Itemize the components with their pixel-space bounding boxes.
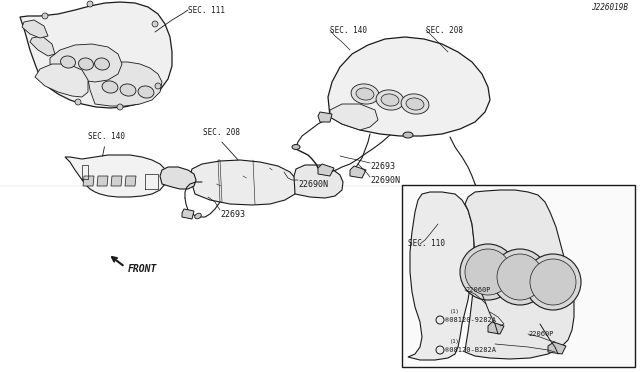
- Polygon shape: [328, 37, 490, 136]
- Circle shape: [525, 254, 581, 310]
- Polygon shape: [488, 322, 504, 334]
- Polygon shape: [83, 176, 94, 186]
- Polygon shape: [111, 176, 122, 186]
- Text: SEC. 111: SEC. 111: [188, 6, 225, 15]
- Polygon shape: [160, 167, 196, 189]
- Circle shape: [117, 104, 123, 110]
- Polygon shape: [35, 64, 88, 97]
- Polygon shape: [294, 165, 343, 198]
- Polygon shape: [548, 342, 566, 354]
- Text: SEC. 110: SEC. 110: [408, 240, 445, 248]
- Text: ®08120-B282A: ®08120-B282A: [445, 347, 496, 353]
- Circle shape: [497, 254, 543, 300]
- Polygon shape: [97, 176, 108, 186]
- Bar: [402, 185, 635, 367]
- Ellipse shape: [195, 213, 201, 219]
- Text: 22693: 22693: [220, 209, 245, 218]
- Ellipse shape: [79, 58, 93, 70]
- Ellipse shape: [381, 94, 399, 106]
- Text: FRONT: FRONT: [128, 264, 157, 274]
- Polygon shape: [30, 36, 55, 56]
- Ellipse shape: [120, 84, 136, 96]
- Ellipse shape: [401, 94, 429, 114]
- Text: J226019B: J226019B: [591, 3, 628, 12]
- Text: (1): (1): [450, 310, 460, 314]
- Circle shape: [492, 249, 548, 305]
- Ellipse shape: [376, 90, 404, 110]
- Text: (1): (1): [450, 340, 460, 344]
- Ellipse shape: [95, 58, 109, 70]
- Text: 22690N: 22690N: [370, 176, 400, 185]
- Polygon shape: [190, 160, 298, 205]
- Polygon shape: [318, 164, 334, 176]
- Text: 22060P: 22060P: [528, 331, 554, 337]
- Ellipse shape: [138, 86, 154, 98]
- Text: ®08120-9282A: ®08120-9282A: [445, 317, 496, 323]
- Circle shape: [530, 259, 576, 305]
- Ellipse shape: [292, 144, 300, 150]
- Text: 22060P: 22060P: [465, 287, 490, 293]
- Circle shape: [155, 83, 161, 89]
- Polygon shape: [50, 44, 122, 82]
- Text: SEC. 140: SEC. 140: [88, 132, 125, 141]
- Text: SEC. 208: SEC. 208: [203, 128, 240, 137]
- Circle shape: [75, 99, 81, 105]
- Circle shape: [87, 1, 93, 7]
- Ellipse shape: [61, 56, 76, 68]
- Text: SEC. 140: SEC. 140: [330, 26, 367, 35]
- Circle shape: [152, 21, 158, 27]
- Ellipse shape: [351, 84, 379, 104]
- Text: SEC. 208: SEC. 208: [426, 26, 463, 35]
- Ellipse shape: [403, 132, 413, 138]
- Ellipse shape: [102, 81, 118, 93]
- Polygon shape: [20, 2, 172, 108]
- Polygon shape: [350, 166, 366, 178]
- Ellipse shape: [356, 88, 374, 100]
- Polygon shape: [182, 209, 194, 219]
- Circle shape: [42, 13, 48, 19]
- Ellipse shape: [406, 98, 424, 110]
- Polygon shape: [65, 155, 168, 197]
- Text: 22690N: 22690N: [298, 180, 328, 189]
- Polygon shape: [125, 176, 136, 186]
- Circle shape: [460, 244, 516, 300]
- Circle shape: [465, 249, 511, 295]
- Polygon shape: [408, 192, 474, 360]
- Polygon shape: [318, 112, 332, 122]
- Polygon shape: [88, 62, 162, 106]
- Polygon shape: [465, 190, 574, 359]
- Polygon shape: [22, 20, 48, 38]
- Polygon shape: [330, 104, 378, 130]
- Text: 22693: 22693: [370, 161, 395, 170]
